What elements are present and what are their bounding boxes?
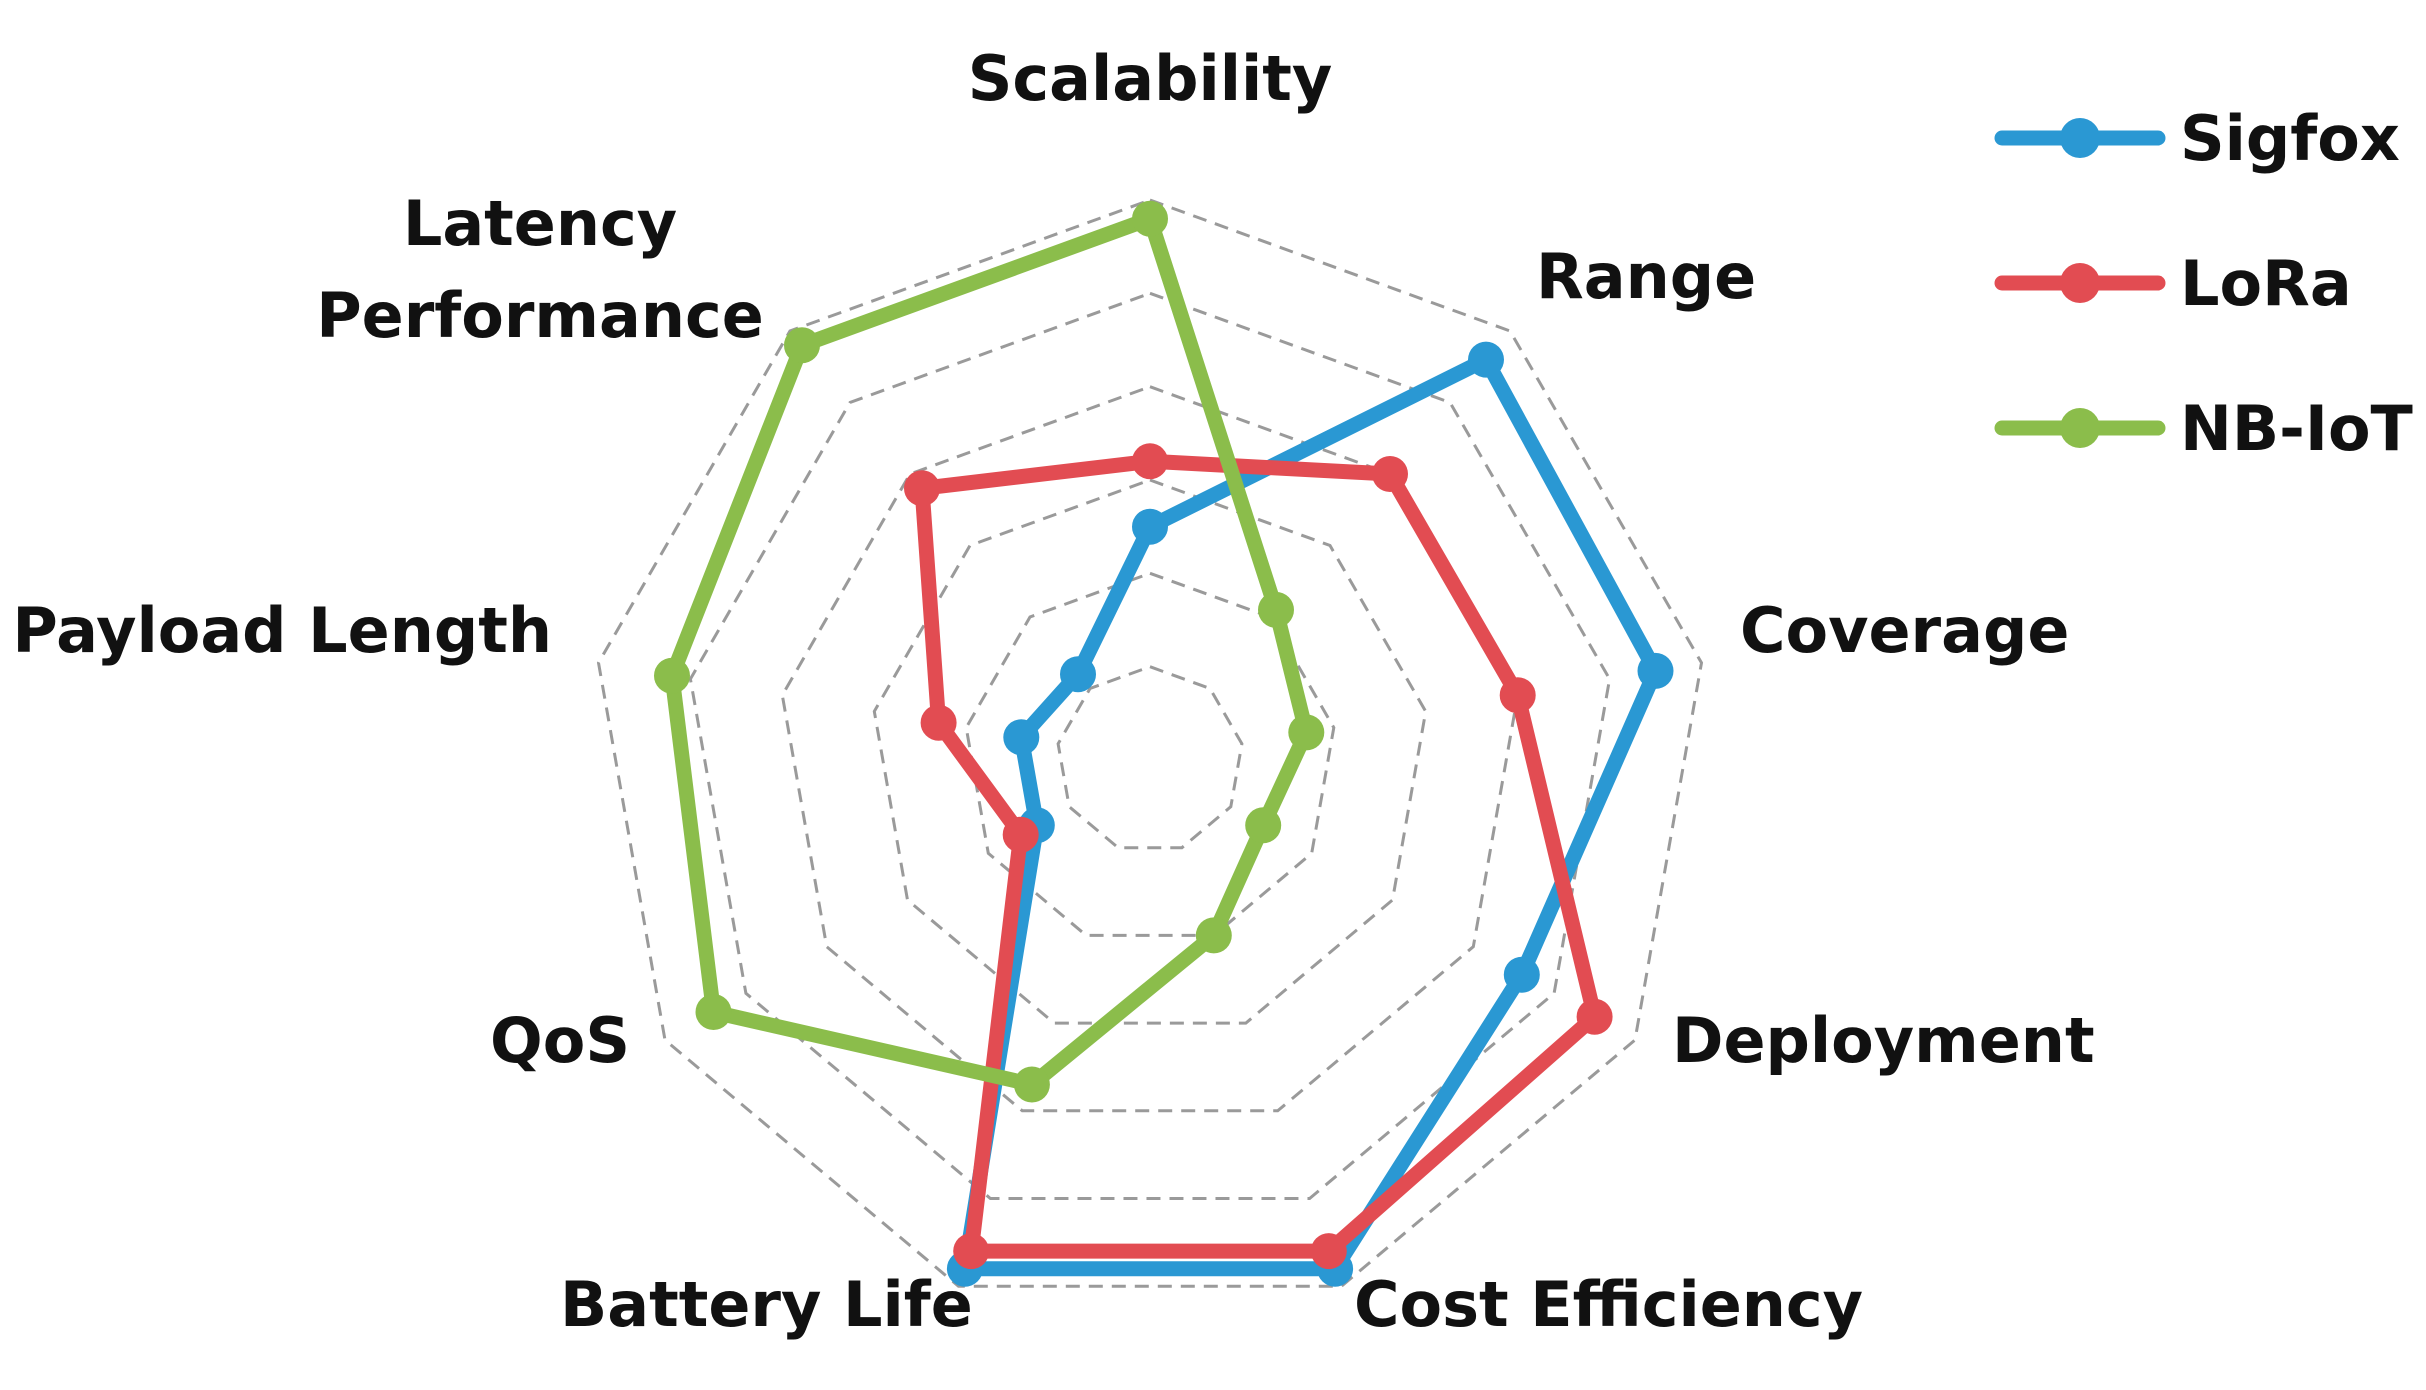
point-sigfox-latency-performance <box>1060 656 1096 693</box>
series-lora <box>904 443 1613 1270</box>
point-sigfox-deployment <box>1503 956 1540 993</box>
point-sigfox-coverage <box>1637 652 1674 689</box>
point-nb-iot-latency-performance <box>784 327 820 364</box>
series-layer <box>654 200 1674 1287</box>
point-lora-qos <box>1002 816 1039 853</box>
grid-ring-3 <box>872 478 1428 1025</box>
legend-item-sigfox: Sigfox <box>1994 102 2400 175</box>
series-line-nb-iot <box>664 211 1314 1092</box>
point-nb-iot-qos <box>695 994 732 1030</box>
grid-ring-2 <box>964 571 1336 937</box>
point-nb-iot-range <box>1258 591 1294 628</box>
axis-label-latency-performance: Latency Performance <box>316 187 764 352</box>
point-nb-iot-battery-life <box>1013 1066 1050 1103</box>
axis-label-scalability: Scalability <box>968 42 1333 115</box>
point-sigfox-payload-length <box>1003 719 1040 756</box>
series-line-sigfox <box>957 352 1663 1277</box>
point-lora-range <box>1372 456 1408 492</box>
legend-swatch-marker-nb-iot <box>2060 408 2100 448</box>
point-lora-scalability <box>1132 443 1168 480</box>
point-sigfox-scalability <box>1132 508 1168 545</box>
grid-ring-4 <box>780 385 1520 1113</box>
axis-labels: Scalability Range Coverage Deployment Cost E… <box>12 42 2094 1341</box>
legend-swatch-marker-lora <box>2060 263 2100 303</box>
axis-label-deployment: Deployment <box>1672 1004 2095 1077</box>
axis-label-payload-length: Payload Length <box>12 594 552 667</box>
legend-item-lora: LoRa <box>1994 247 2352 320</box>
point-nb-iot-coverage <box>1288 714 1325 751</box>
axis-label-battery-life: Battery Life <box>560 1268 973 1341</box>
legend-label-nb-iot: NB-IoT <box>2180 392 2413 465</box>
axis-label-coverage: Coverage <box>1740 594 2069 667</box>
point-nb-iot-deployment <box>1245 807 1282 844</box>
axis-label-cost-efficiency: Cost Efficiency <box>1354 1268 1863 1341</box>
point-lora-latency-performance <box>904 470 940 507</box>
point-lora-payload-length <box>920 704 957 741</box>
point-lora-cost-efficiency <box>1310 1233 1347 1270</box>
point-lora-deployment <box>1576 998 1613 1035</box>
axis-label-range: Range <box>1536 240 1756 313</box>
legend-label-sigfox: Sigfox <box>2180 102 2400 175</box>
point-lora-coverage <box>1499 677 1536 714</box>
grid-layer <box>596 198 1704 1288</box>
point-lora-battery-life <box>953 1233 990 1270</box>
legend: Sigfox LoRa NB-IoT <box>1994 102 2413 465</box>
series-line-lora <box>914 453 1603 1259</box>
grid-ring-5 <box>688 291 1612 1200</box>
point-nb-iot-scalability <box>1132 200 1168 237</box>
point-nb-iot-cost-efficiency <box>1195 917 1232 954</box>
grid-ring-1 <box>1056 665 1244 850</box>
series-sigfox <box>946 341 1674 1287</box>
legend-label-lora: LoRa <box>2180 247 2352 320</box>
legend-item-nb-iot: NB-IoT <box>1994 392 2413 465</box>
legend-swatch-marker-sigfox <box>2060 118 2100 158</box>
series-nb-iot <box>654 200 1325 1103</box>
point-sigfox-range <box>1468 341 1504 378</box>
axis-label-qos: QoS <box>490 1004 630 1077</box>
point-nb-iot-payload-length <box>654 657 690 694</box>
